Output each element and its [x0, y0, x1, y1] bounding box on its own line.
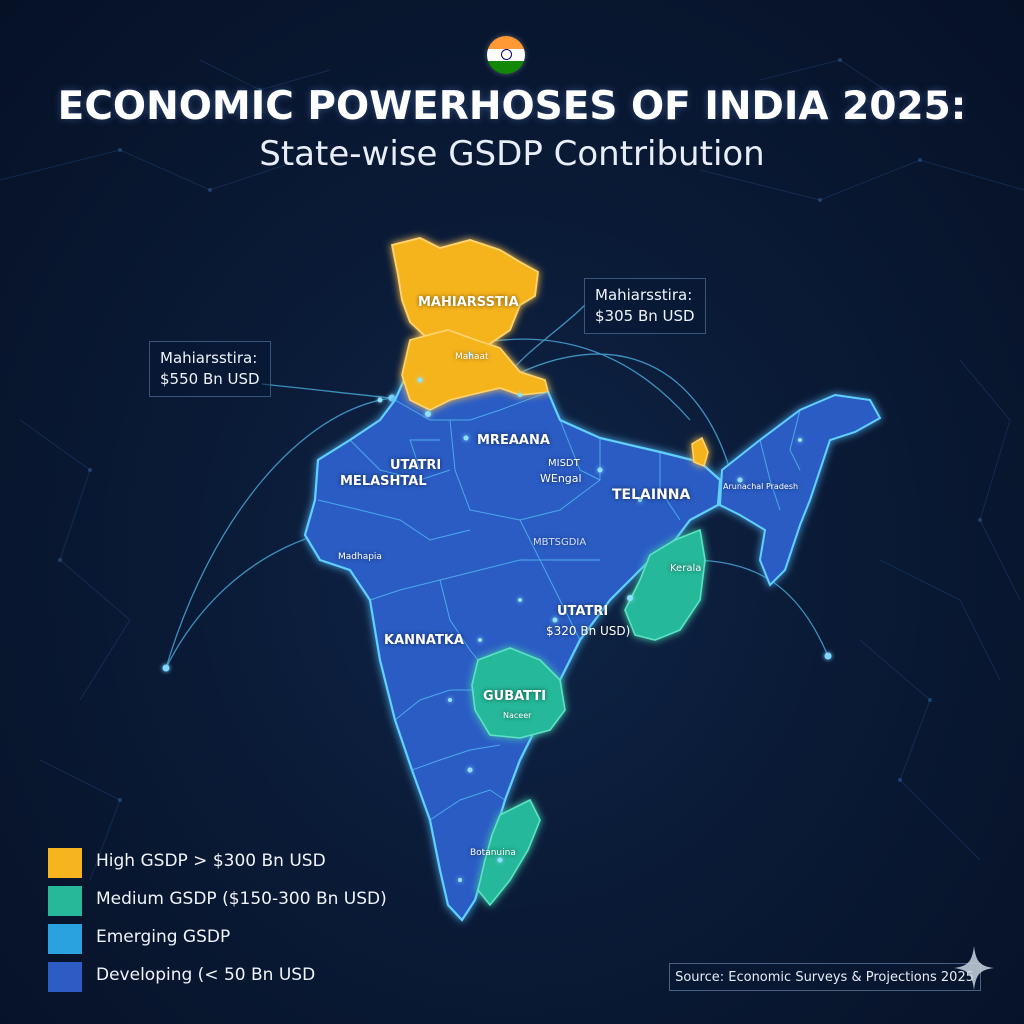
legend-item-medium: Medium GSDP ($150-300 Bn USD)	[48, 884, 387, 922]
city-points	[377, 353, 802, 882]
region-high-sikkim	[691, 436, 709, 468]
region-high-north	[390, 237, 539, 347]
arc-node	[162, 664, 170, 672]
map-label-utatri-west: UTATRI	[390, 458, 442, 473]
region-northeast	[718, 393, 882, 587]
legend-label-high: High GSDP > $300 Bn USD	[96, 851, 326, 871]
legend-item-emerging: Emerging GSDP	[48, 922, 378, 960]
map-label-north-small: Mahaat	[455, 352, 489, 362]
map-label-north: MAHIARSSTIA	[418, 295, 519, 310]
map-label-telanna: TELAINNA	[612, 487, 691, 503]
map-label-central-north: MREAANA	[477, 433, 550, 448]
legend-swatch-emerging	[48, 924, 82, 954]
map-label-kerala: Kerala	[670, 563, 702, 574]
arc-node	[824, 652, 832, 660]
map-label-gubatti: GUBATTI	[483, 689, 547, 704]
map-label-west-bengal: WEngal	[540, 472, 582, 485]
region-medium-central-south	[471, 647, 566, 739]
map-label-madhya: Madhapia	[338, 552, 382, 562]
callout-left: Mahiarsstira: $550 Bn USD	[149, 341, 271, 397]
map-label-utatri-east: UTATRI	[557, 604, 609, 619]
legend-swatch-high	[48, 848, 82, 878]
source-note: Source: Economic Surveys & Projections 2…	[669, 963, 981, 991]
map-label-kannatka: KANNATKA	[384, 633, 464, 648]
legend-swatch-medium	[48, 886, 82, 916]
legend-label-medium: Medium GSDP ($150-300 Bn USD)	[96, 889, 387, 909]
map-label-utatri-east-value: $320 Bn USD)	[546, 624, 631, 638]
legend-label-developing: Developing (< 50 Bn USD	[96, 965, 316, 985]
map-label-northeast: Arunachal Pradesh	[723, 482, 799, 491]
map-label-gubatti-sub: Naceer	[503, 711, 532, 720]
callout-right-line2: $305 Bn USD	[595, 307, 695, 325]
sparkle-icon	[954, 946, 994, 990]
callout-right: Mahiarsstira: $305 Bn USD	[584, 278, 706, 334]
arc-node	[388, 394, 396, 402]
map-legend: High GSDP > $300 Bn USD Medium GSDP ($15…	[48, 846, 387, 998]
legend-swatch-developing	[48, 962, 82, 992]
map-label-south: Botanuina	[470, 848, 516, 858]
page-title: ECONOMIC POWERHOSES OF INDIA 2025:	[57, 84, 967, 129]
callout-right-line1: Mahiarsstira:	[595, 286, 693, 304]
legend-item-high: High GSDP > $300 Bn USD	[48, 846, 378, 884]
callout-left-line2: $550 Bn USD	[160, 370, 260, 388]
map-label-central: MBTSGDIA	[533, 537, 587, 548]
region-medium-south	[477, 798, 541, 907]
page-subtitle: State-wise GSDP Contribution	[259, 134, 765, 174]
callout-left-line1: Mahiarsstira:	[160, 349, 258, 367]
legend-label-emerging: Emerging GSDP	[96, 927, 231, 947]
map-label-west-bengal-top: MISDT	[548, 458, 580, 469]
map-label-melashtal: MELASHTAL	[340, 474, 427, 489]
india-flag-icon	[487, 36, 525, 74]
state-borders	[317, 391, 801, 821]
legend-item-developing: Developing (< 50 Bn USD	[48, 960, 378, 998]
